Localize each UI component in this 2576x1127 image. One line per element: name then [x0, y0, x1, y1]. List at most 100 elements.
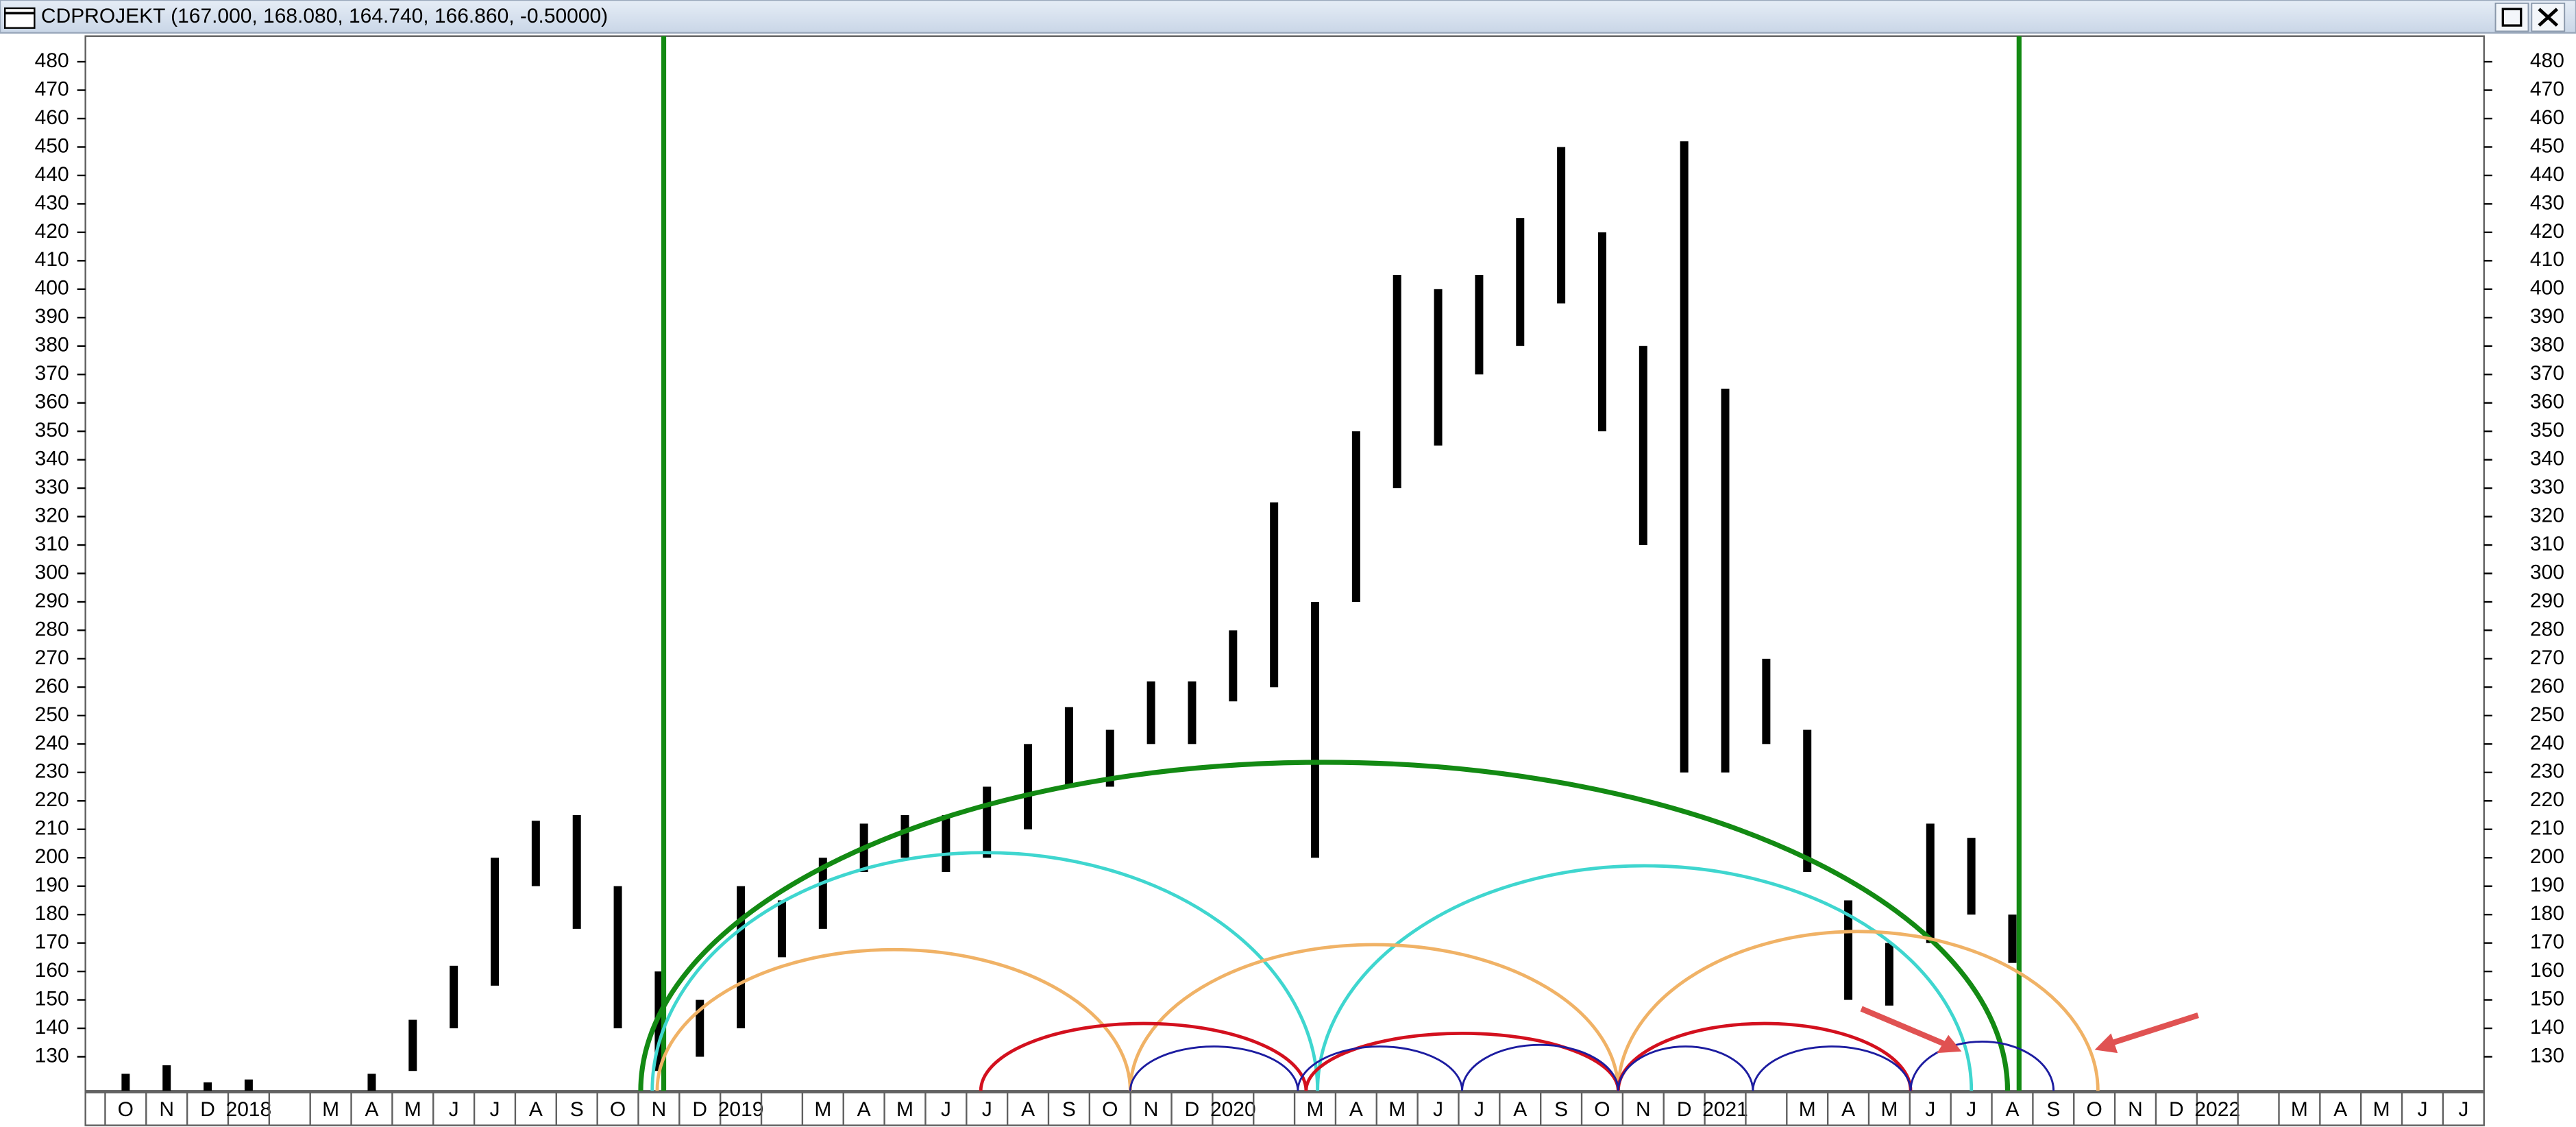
y-tick-label: 470 — [35, 77, 69, 100]
x-tick-label: 2018 — [226, 1098, 272, 1121]
price-bar — [1475, 275, 1484, 375]
y-tick-label: 270 — [35, 646, 69, 669]
y-tick-label: 180 — [35, 902, 69, 925]
cycle-arc — [650, 851, 1320, 1091]
y-tick-label: 350 — [35, 419, 69, 441]
x-tick-label: A — [529, 1098, 543, 1121]
x-tick-label: A — [2005, 1098, 2019, 1121]
cycle-arc — [1617, 1045, 1754, 1091]
y-tick-label-right: 380 — [2530, 334, 2564, 356]
y-tick-label-right: 130 — [2530, 1044, 2564, 1067]
price-bar — [1680, 141, 1689, 773]
maximize-icon[interactable] — [2501, 8, 2523, 27]
close-button[interactable] — [2531, 2, 2566, 32]
y-tick-label: 160 — [35, 959, 69, 982]
price-bar — [696, 999, 704, 1057]
price-bar — [1024, 744, 1033, 829]
x-tick-label: J — [1925, 1098, 1935, 1121]
cycle-arc — [1304, 1032, 1620, 1091]
x-tick-label: M — [404, 1098, 421, 1121]
y-tick-label: 210 — [35, 817, 69, 840]
y-tick-label: 300 — [35, 561, 69, 583]
price-bar — [1434, 289, 1443, 446]
price-bar — [162, 1065, 171, 1091]
price-bar — [983, 786, 992, 858]
price-bar — [1844, 900, 1853, 1000]
y-tick-label: 290 — [35, 590, 69, 612]
price-bar — [1967, 838, 1976, 915]
x-tick-label: M — [1307, 1098, 1324, 1121]
x-tick-label: N — [652, 1098, 667, 1121]
y-tick-label-right: 430 — [2530, 191, 2564, 214]
x-tick-label: A — [1513, 1098, 1527, 1121]
y-tick-label: 260 — [35, 675, 69, 697]
y-tick-label: 380 — [35, 334, 69, 356]
close-box[interactable] — [2531, 2, 2566, 32]
x-tick-label: D — [1677, 1098, 1692, 1121]
y-tick-label-right: 480 — [2530, 49, 2564, 72]
price-bar — [1639, 346, 1647, 546]
y-tick-label: 440 — [35, 163, 69, 186]
x-tick-label: 2021 — [1702, 1098, 1748, 1121]
price-bars — [121, 141, 2017, 1091]
y-tick-label-right: 280 — [2530, 618, 2564, 640]
x-tick-label: A — [1021, 1098, 1035, 1121]
x-tick-label: D — [1185, 1098, 1200, 1121]
close-icon[interactable] — [2538, 8, 2559, 27]
price-bar — [1393, 275, 1401, 489]
y-tick-label-right: 340 — [2530, 448, 2564, 470]
maximize-box[interactable] — [2494, 2, 2529, 32]
x-tick-label: O — [118, 1098, 134, 1121]
y-tick-label: 340 — [35, 448, 69, 470]
title-bar — [0, 0, 2576, 34]
maximize-button[interactable] — [2494, 2, 2529, 32]
x-tick-label: A — [857, 1098, 871, 1121]
price-bar — [531, 821, 540, 886]
y-tick-label: 460 — [35, 106, 69, 129]
y-tick-label: 220 — [35, 788, 69, 811]
y-tick-label-right: 360 — [2530, 391, 2564, 413]
arrow-head — [1937, 1034, 1962, 1054]
y-tick-label-right: 240 — [2530, 731, 2564, 754]
y-tick-label: 390 — [35, 305, 69, 328]
y-tick-label-right: 330 — [2530, 476, 2564, 498]
y-tick-label: 410 — [35, 248, 69, 271]
price-bar — [1516, 218, 1525, 346]
y-tick-label-right: 260 — [2530, 675, 2564, 697]
arrow — [1860, 1006, 1948, 1048]
price-bar — [491, 858, 500, 986]
x-tick-label: 2019 — [718, 1098, 764, 1121]
y-tick-label-right: 300 — [2530, 561, 2564, 583]
y-tick-label-right: 180 — [2530, 902, 2564, 925]
price-bar — [942, 815, 950, 872]
y-tick-label: 420 — [35, 220, 69, 243]
x-tick-label: 2020 — [1210, 1098, 1256, 1121]
y-tick-label-right: 230 — [2530, 760, 2564, 783]
cycle-arc — [1909, 1041, 2055, 1091]
x-tick-label: 2022 — [2194, 1098, 2240, 1121]
y-tick-label: 320 — [35, 504, 69, 526]
x-tick-label: J — [982, 1098, 992, 1121]
cycle-arc — [1316, 864, 1974, 1091]
y-tick-label: 140 — [35, 1016, 69, 1039]
x-tick-label: M — [1799, 1098, 1816, 1121]
y-tick-label-right: 420 — [2530, 220, 2564, 243]
x-tick-label: N — [2128, 1098, 2143, 1121]
price-bar — [1721, 388, 1730, 773]
price-bar — [1351, 431, 1360, 602]
x-tick-label: J — [2417, 1098, 2427, 1121]
cycle-arc — [1616, 930, 2100, 1091]
x-tick-label: S — [2046, 1098, 2060, 1121]
x-tick-label: J — [449, 1098, 459, 1121]
y-tick-label: 190 — [35, 874, 69, 897]
y-tick-label-right: 440 — [2530, 163, 2564, 186]
y-tick-label-right: 350 — [2530, 419, 2564, 441]
price-bar — [1762, 658, 1771, 744]
cycle-arc — [1752, 1045, 1912, 1091]
y-tick-label-right: 270 — [2530, 646, 2564, 669]
x-tick-label: M — [1388, 1098, 1406, 1121]
cycle-arc — [638, 760, 2011, 1091]
price-bar — [572, 815, 581, 929]
y-tick-label-right: 140 — [2530, 1016, 2564, 1039]
